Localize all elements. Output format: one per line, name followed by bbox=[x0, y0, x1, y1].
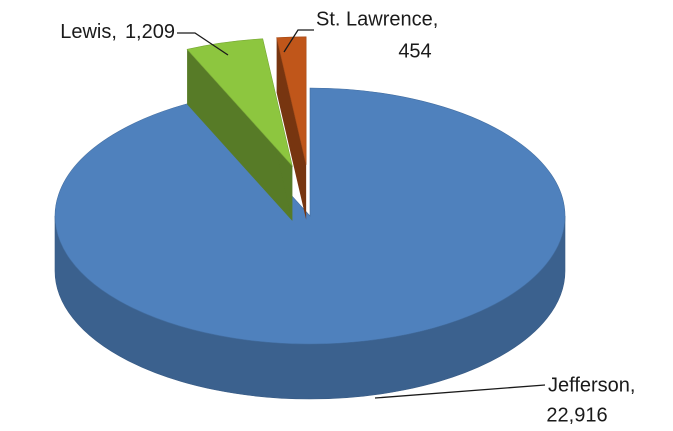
label-category: Lewis, bbox=[60, 21, 117, 43]
slice-top bbox=[54, 87, 566, 345]
leader-line bbox=[177, 32, 229, 56]
leader-line bbox=[374, 384, 546, 399]
slice-top bbox=[276, 36, 307, 165]
slice bbox=[186, 38, 293, 221]
label-value: 1,209 bbox=[125, 21, 175, 43]
slice-cut bbox=[276, 37, 307, 220]
slice bbox=[54, 87, 566, 400]
leader-line bbox=[283, 29, 314, 53]
slice-top bbox=[186, 38, 293, 167]
slice bbox=[276, 36, 307, 220]
data-label: Lewis, 1,209 bbox=[60, 21, 175, 43]
label-category: Jefferson, bbox=[548, 374, 635, 396]
slice-cut bbox=[187, 49, 293, 221]
label-value: 454 bbox=[398, 40, 431, 62]
label-category: St. Lawrence, bbox=[316, 8, 438, 30]
label-value: 22,916 bbox=[546, 404, 607, 426]
